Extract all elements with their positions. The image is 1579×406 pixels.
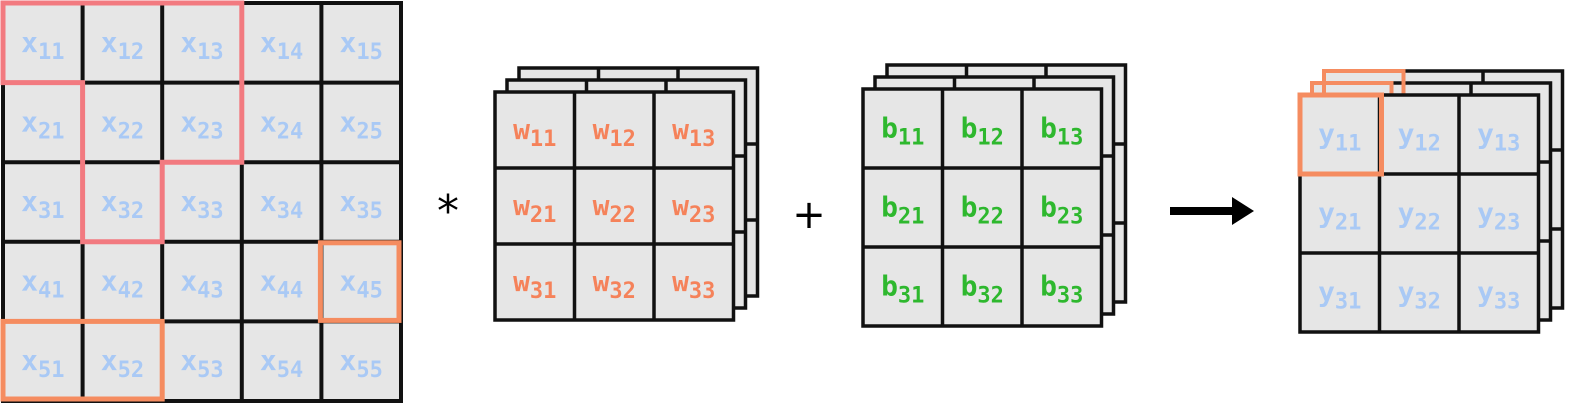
weight-cell-w11: w11 bbox=[513, 113, 556, 152]
weight-cell-w33: w33 bbox=[672, 265, 715, 304]
convolution-operator: * bbox=[437, 186, 459, 237]
weight-cell-w23: w23 bbox=[672, 189, 715, 228]
input-cell-x51: x51 bbox=[21, 344, 64, 383]
weight-cell-w21: w21 bbox=[513, 189, 556, 228]
arrow-icon bbox=[1170, 197, 1254, 225]
input-cell-x44: x44 bbox=[260, 265, 303, 304]
input-cell-x33: x33 bbox=[180, 185, 223, 224]
input-cell-x22: x22 bbox=[101, 105, 144, 144]
bias-cell-b31: b31 bbox=[881, 270, 924, 309]
input-cell-x24: x24 bbox=[260, 105, 303, 144]
input-cell-x43: x43 bbox=[180, 265, 223, 304]
output-cell-y12: y12 bbox=[1398, 118, 1441, 157]
input-cell-x45: x45 bbox=[340, 265, 383, 304]
weight-cell-w32: w32 bbox=[593, 265, 636, 304]
output-cell-y33: y33 bbox=[1477, 276, 1520, 315]
addition-operator: + bbox=[792, 192, 826, 238]
input-cell-x21: x21 bbox=[21, 105, 64, 144]
input-cell-x32: x32 bbox=[101, 185, 144, 224]
bias-cell-b32: b32 bbox=[961, 270, 1004, 309]
bias-cell-b11: b11 bbox=[881, 112, 924, 151]
weight-cell-w13: w13 bbox=[672, 113, 715, 152]
input-cell-x53: x53 bbox=[180, 344, 223, 383]
output-cell-y22: y22 bbox=[1398, 197, 1441, 236]
cell-highlight-x51-x52 bbox=[0, 318, 165, 402]
input-matrix: x11 x12 x13 x14 x15 x21 x22 x23 x24 x25 x31 x32 x33 x… bbox=[1, 1, 403, 403]
output-cell-y31: y31 bbox=[1318, 276, 1361, 315]
bias-cell-b22: b22 bbox=[961, 191, 1004, 230]
bias-cell-b23: b23 bbox=[1040, 191, 1083, 230]
input-cell-x12: x12 bbox=[101, 26, 144, 65]
input-cell-x25: x25 bbox=[340, 105, 383, 144]
input-cell-x34: x34 bbox=[260, 185, 303, 224]
input-cell-x42: x42 bbox=[101, 265, 144, 304]
receptive-field-highlight bbox=[0, 0, 245, 245]
input-cell-x13: x13 bbox=[180, 26, 223, 65]
input-cell-x41: x41 bbox=[21, 265, 64, 304]
output-matrix-stack: y11 y12 y13 y21 y22 y23 y31 y32 y33 bbox=[1297, 69, 1565, 334]
bias-cell-b33: b33 bbox=[1040, 270, 1083, 309]
weight-cell-w22: w22 bbox=[593, 189, 636, 228]
weight-kernel-stack: w11 w12 w13 w21 w22 w23 w31 w32 w33 bbox=[493, 66, 760, 322]
weight-cell-w12: w12 bbox=[593, 113, 636, 152]
input-cell-x35: x35 bbox=[340, 185, 383, 224]
input-cell-x14: x14 bbox=[260, 26, 303, 65]
bias-kernel-stack: b11 b12 b13 b21 b22 b23 b31 b32 b33 bbox=[861, 63, 1128, 328]
input-cell-x55: x55 bbox=[340, 344, 383, 383]
weight-front-grid bbox=[493, 90, 736, 322]
input-cell-x54: x54 bbox=[260, 344, 303, 383]
output-front-grid bbox=[1298, 93, 1541, 334]
output-cell-highlight-y11 bbox=[1297, 92, 1384, 177]
output-cell-y23: y23 bbox=[1477, 197, 1520, 236]
bias-cell-b13: b13 bbox=[1040, 112, 1083, 151]
input-cell-x31: x31 bbox=[21, 185, 64, 224]
bias-cell-b21: b21 bbox=[881, 191, 924, 230]
input-cell-x23: x23 bbox=[180, 105, 223, 144]
weight-cell-w31: w31 bbox=[513, 265, 556, 304]
output-cell-y13: y13 bbox=[1477, 118, 1520, 157]
input-cell-x11: x11 bbox=[21, 26, 64, 65]
cell-highlight-x45 bbox=[317, 240, 402, 323]
output-cell-y11: y11 bbox=[1318, 118, 1361, 157]
bias-cell-b12: b12 bbox=[961, 112, 1004, 151]
output-cell-y32: y32 bbox=[1398, 276, 1441, 315]
input-cell-x15: x15 bbox=[340, 26, 383, 65]
input-highlights bbox=[0, 0, 402, 402]
output-cell-y21: y21 bbox=[1318, 197, 1361, 236]
bias-front-grid bbox=[861, 87, 1104, 328]
input-cell-x52: x52 bbox=[101, 344, 144, 383]
